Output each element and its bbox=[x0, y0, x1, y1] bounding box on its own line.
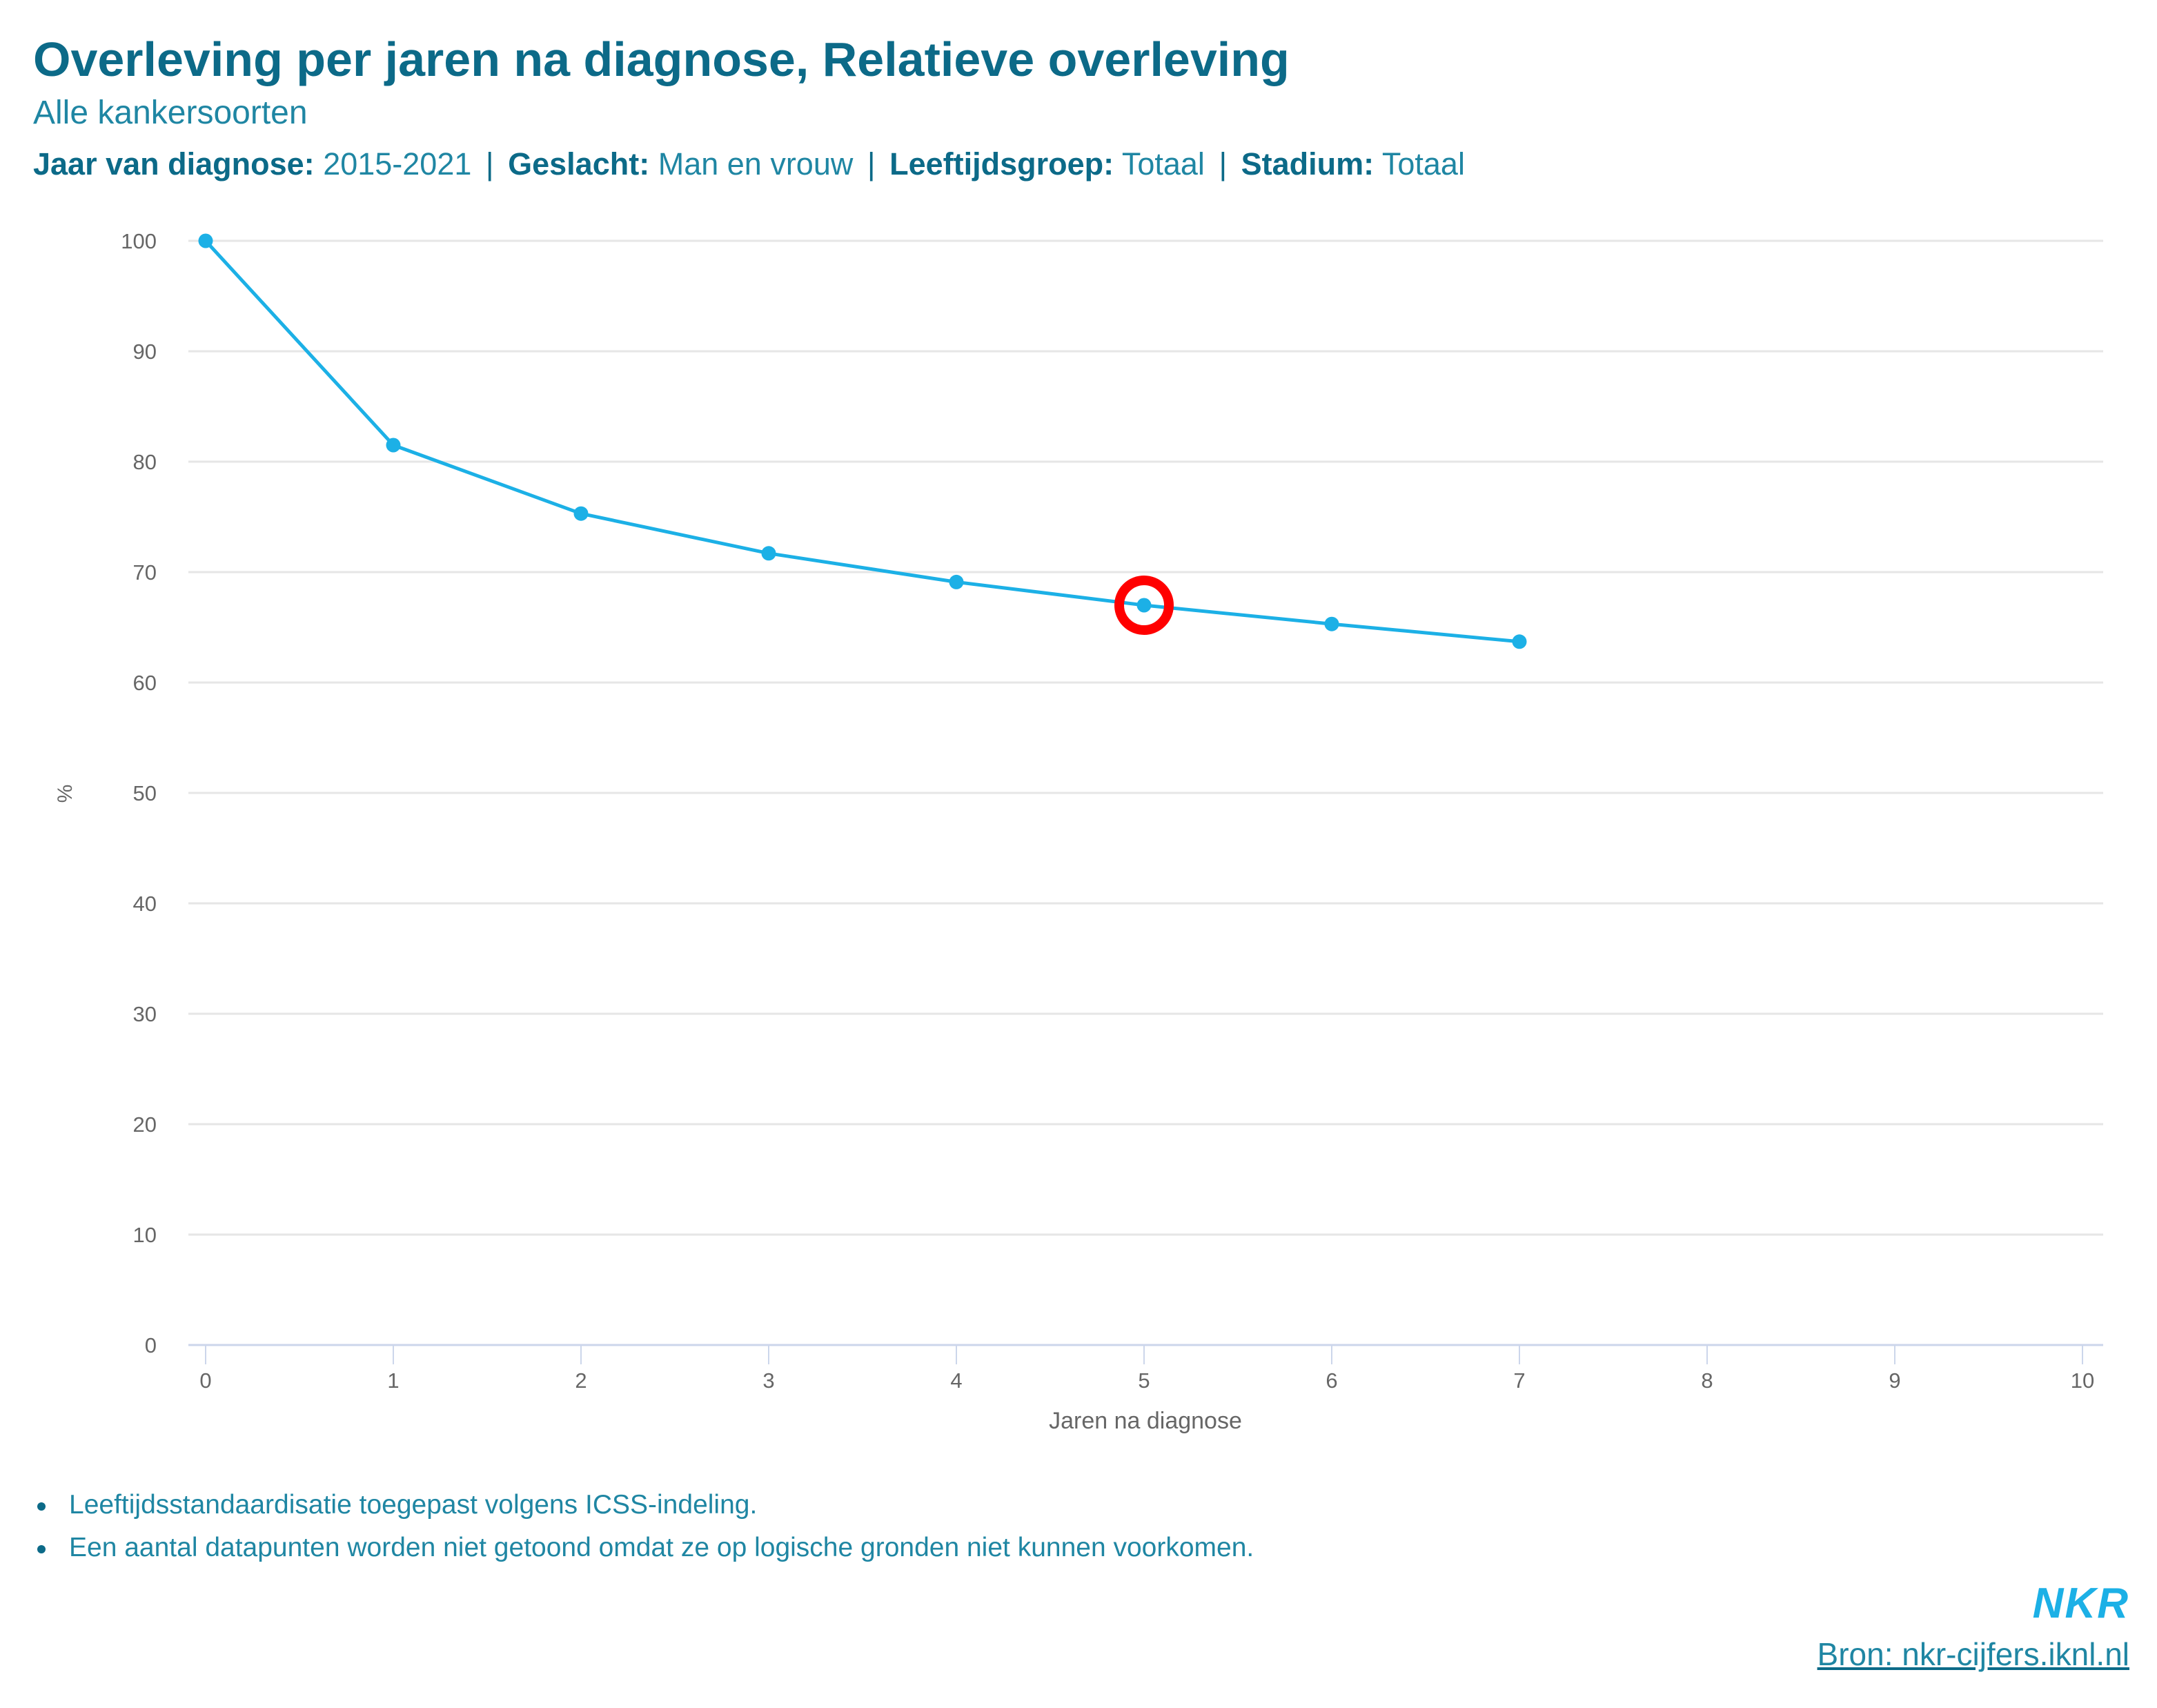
footnote: Leeftijdsstandaardisatie toegepast volge… bbox=[33, 1484, 1254, 1527]
x-tick-label: 5 bbox=[1138, 1368, 1150, 1393]
x-tick-label: 1 bbox=[387, 1368, 399, 1393]
x-tick-label: 8 bbox=[1701, 1368, 1713, 1393]
filter-separator: | bbox=[485, 146, 494, 181]
survival-line-chart: 0 10 20 30 40 50 60 70 80 90 100 0 1 2 3 4 5 6 7 8 9 10 % Ja… bbox=[54, 229, 2103, 1434]
series-line bbox=[204, 239, 1521, 644]
filter-summary: Jaar van diagnose: 2015-2021 | Geslacht:… bbox=[33, 146, 1465, 182]
x-axis: 0 1 2 3 4 5 6 7 8 9 10 bbox=[188, 1344, 2103, 1393]
filter-label-stage: Stadium: bbox=[1241, 146, 1375, 181]
filter-separator: | bbox=[867, 146, 876, 181]
gridlines bbox=[188, 239, 2103, 1236]
filter-label-year: Jaar van diagnose: bbox=[33, 146, 315, 181]
x-tick-label: 0 bbox=[199, 1368, 211, 1393]
filter-label-agegroup: Leeftijdsgroep: bbox=[889, 146, 1114, 181]
data-point bbox=[949, 574, 964, 589]
y-tick-label: 20 bbox=[133, 1112, 157, 1137]
filter-value-sex: Man en vrouw bbox=[658, 146, 854, 181]
y-axis-ticks: 0 10 20 30 40 50 60 70 80 90 100 bbox=[121, 229, 157, 1357]
data-point bbox=[198, 233, 213, 248]
x-tick-label: 6 bbox=[1326, 1368, 1337, 1393]
x-tick-label: 9 bbox=[1889, 1368, 1900, 1393]
data-point bbox=[761, 546, 776, 561]
x-axis-label: Jaren na diagnose bbox=[1049, 1408, 1242, 1434]
y-axis-label: % bbox=[54, 785, 77, 803]
y-tick-label: 0 bbox=[145, 1333, 157, 1357]
data-point bbox=[1136, 598, 1152, 613]
footnote: Een aantal datapunten worden niet getoon… bbox=[33, 1527, 1254, 1569]
data-point bbox=[573, 506, 589, 521]
filter-value-year: 2015-2021 bbox=[323, 146, 472, 181]
x-tick-label: 2 bbox=[575, 1368, 587, 1393]
filter-value-stage: Totaal bbox=[1381, 146, 1465, 181]
chart-title: Overleving per jaren na diagnose, Relati… bbox=[33, 32, 1290, 86]
chart-subtitle: Alle kankersoorten bbox=[33, 95, 308, 131]
footnotes: Leeftijdsstandaardisatie toegepast volge… bbox=[33, 1484, 1254, 1569]
y-tick-label: 10 bbox=[133, 1223, 157, 1247]
annotations bbox=[1114, 576, 1174, 635]
filter-separator: | bbox=[1219, 146, 1228, 181]
source-link[interactable]: Bron: nkr-cijfers.iknl.nl bbox=[1817, 1636, 2129, 1672]
x-tick-label: 4 bbox=[950, 1368, 962, 1393]
data-point bbox=[1324, 616, 1339, 631]
data-point bbox=[386, 438, 401, 453]
y-tick-label: 100 bbox=[121, 229, 157, 253]
y-tick-label: 60 bbox=[133, 671, 157, 695]
x-tick-label: 7 bbox=[1513, 1368, 1525, 1393]
nkr-logo: NKR bbox=[2032, 1580, 2129, 1627]
highlight-circle bbox=[1114, 576, 1174, 635]
series-group bbox=[198, 233, 1527, 649]
data-point bbox=[1512, 634, 1527, 649]
x-tick-label: 10 bbox=[2071, 1368, 2094, 1393]
y-tick-label: 50 bbox=[133, 781, 157, 805]
y-tick-label: 90 bbox=[133, 340, 157, 364]
y-tick-label: 40 bbox=[133, 892, 157, 916]
y-tick-label: 80 bbox=[133, 450, 157, 474]
x-tick-label: 3 bbox=[762, 1368, 774, 1393]
filter-label-sex: Geslacht: bbox=[508, 146, 650, 181]
y-tick-label: 70 bbox=[133, 560, 157, 585]
filter-value-agegroup: Totaal bbox=[1121, 146, 1205, 181]
y-tick-label: 30 bbox=[133, 1002, 157, 1026]
